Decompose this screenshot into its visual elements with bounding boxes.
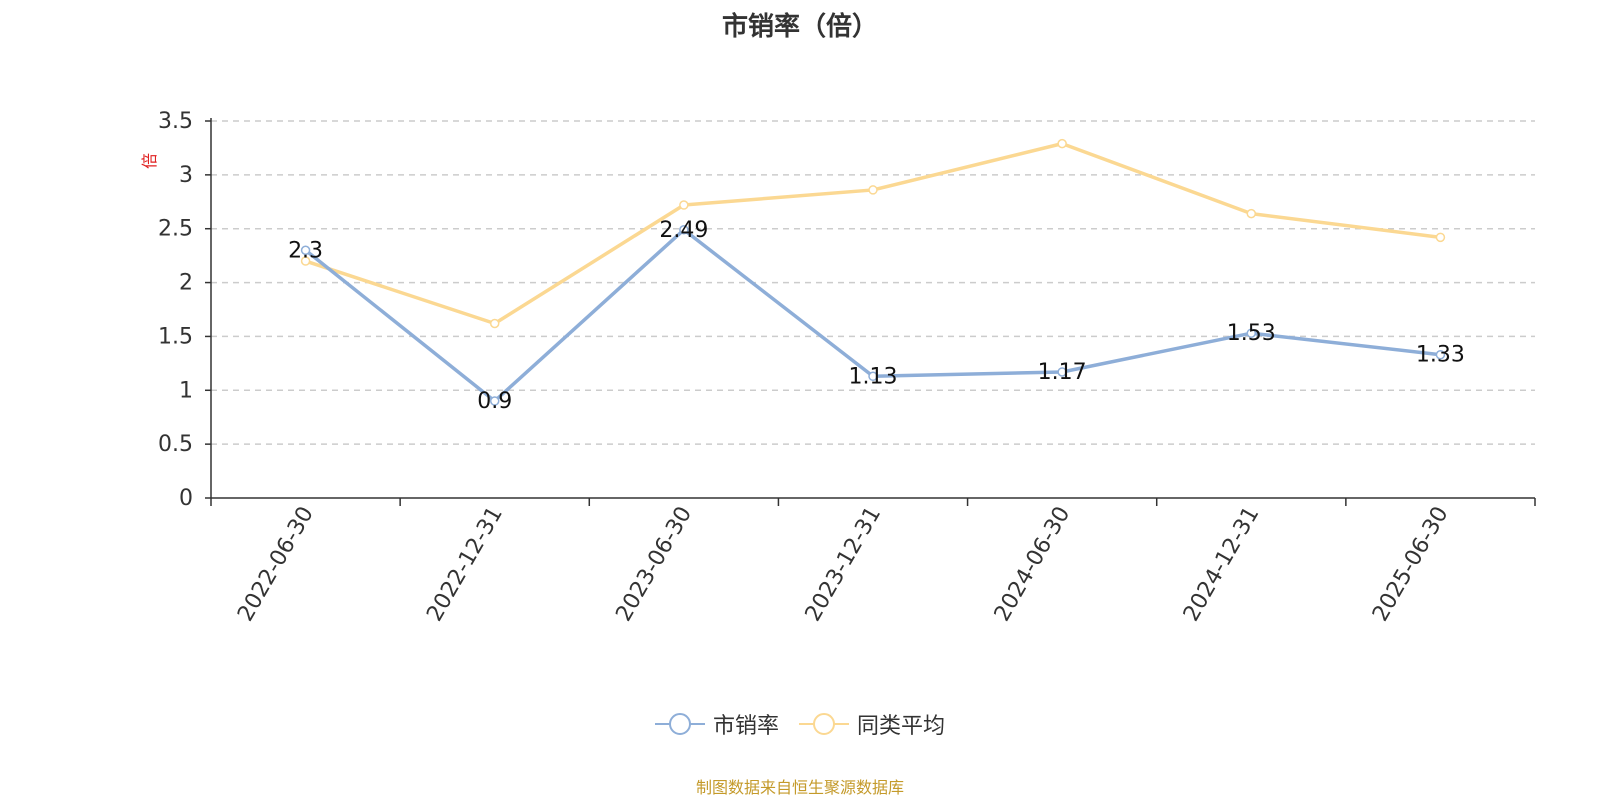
series-1-point [489,396,500,406]
series-2-point [679,200,689,210]
x-tick-label: 2024-12-31 [1179,503,1265,626]
x-tick-label: 2022-12-31 [422,503,508,626]
y-tick-label: 1.5 [158,324,193,349]
series-1-point [300,245,311,256]
x-tick-label: 2024-06-30 [990,503,1076,626]
series-1-point [679,225,689,235]
y-tick-label: 0 [179,486,193,511]
y-tick-label: 3 [179,163,193,188]
series-line-2 [305,141,1441,326]
y-tick-label: 3.5 [158,109,193,134]
y-tick-label: 1 [179,378,193,403]
series-2-point [489,318,500,329]
y-tick-label: 2 [179,271,193,296]
series-1-point [868,371,878,382]
x-tick-label: 2023-06-30 [611,503,697,626]
source-note: 制图数据来自恒生聚源数据库 [695,778,904,797]
data-label: 1.13 [849,364,898,389]
x-tick-label: 2022-06-30 [233,503,319,626]
data-label: 0.9 [477,389,512,414]
y-axis-label: 倍 [140,153,159,169]
legend: 市销率 同类平均 [0,708,1600,740]
series-2-point [1435,232,1446,243]
y-tick-label: 2.5 [158,217,193,242]
series-1-point [1057,367,1067,377]
legend-symbol-series-1 [654,713,705,735]
series-2-point [868,185,878,195]
legend-symbol-series-2 [799,713,849,735]
data-label: 2.49 [659,218,708,243]
legend-item-series-1[interactable]: 市销率 [654,708,779,740]
x-tick-label: 2025-06-30 [1368,503,1454,626]
y-tick-label: 0.5 [158,432,193,457]
chart-title: 市销率（倍） [721,12,878,42]
legend-item-series-2[interactable]: 同类平均 [799,708,945,740]
data-label: 2.3 [288,238,323,263]
series-2-point [1057,138,1067,149]
data-label: 1.17 [1038,360,1087,385]
series-2-point [1246,208,1257,219]
data-label: 1.33 [1416,343,1465,368]
x-tick-label: 2023-12-31 [801,503,887,626]
series-1-point [1435,349,1446,360]
series-1-point [1246,328,1257,338]
series-2-point [300,256,311,266]
legend-label-series-2: 同类平均 [857,714,946,739]
legend-label-series-1: 市销率 [712,714,779,739]
data-label: 1.53 [1227,321,1276,346]
